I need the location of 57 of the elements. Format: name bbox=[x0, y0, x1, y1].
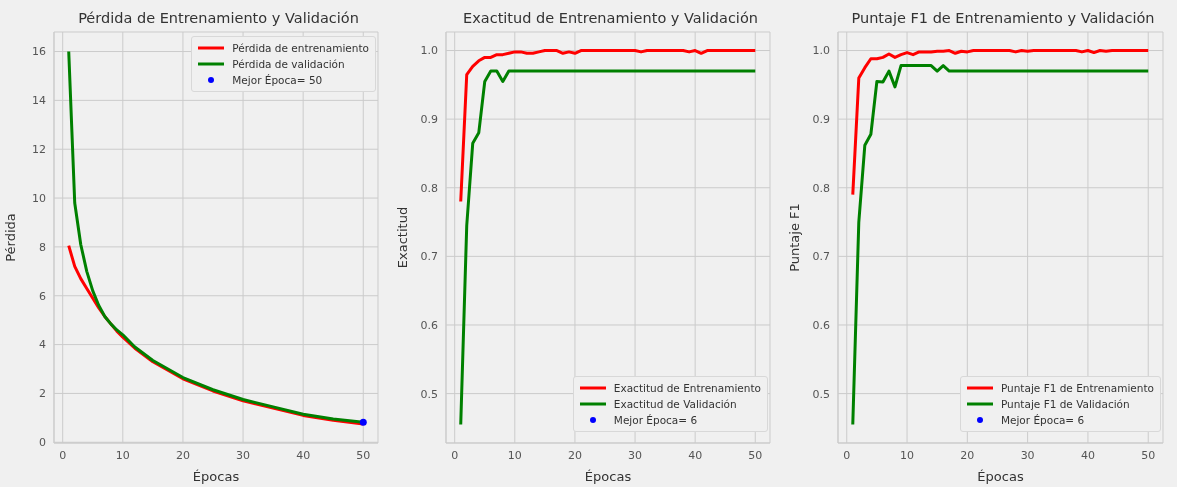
chart-title: Puntaje F1 de Entrenamiento y Validación bbox=[850, 10, 1156, 26]
legend-label: Puntaje F1 de Entrenamiento bbox=[1000, 382, 1154, 394]
x-tick-label: 10 bbox=[900, 448, 915, 462]
legend-label: Pérdida de entrenamiento bbox=[232, 42, 369, 54]
x-tick-label: 50 bbox=[356, 448, 371, 462]
x-tick-label: 0 bbox=[843, 448, 851, 462]
x-tick-label: 20 bbox=[175, 448, 190, 462]
y-tick-label: 0 bbox=[39, 436, 46, 450]
y-tick-label: 0.7 bbox=[420, 250, 438, 264]
y-tick-label: 0.8 bbox=[420, 181, 438, 195]
legend-label: Pérdida de validación bbox=[232, 58, 345, 70]
x-tick-label: 0 bbox=[59, 448, 67, 462]
y-tick-label: 12 bbox=[32, 143, 46, 157]
y-tick-label: 1.0 bbox=[420, 44, 438, 58]
legend-label: Mejor Época= 6 bbox=[613, 414, 698, 426]
x-tick-label: 10 bbox=[115, 448, 130, 462]
x-tick-label: 50 bbox=[1141, 448, 1156, 462]
y-tick-label: 6 bbox=[39, 289, 46, 303]
x-axis-title: Épocas bbox=[977, 469, 1024, 484]
y-tick-label: 1.0 bbox=[812, 44, 830, 58]
x-tick-label: 40 bbox=[688, 448, 703, 462]
y-tick-label: 10 bbox=[32, 191, 46, 205]
y-tick-label: 0.7 bbox=[812, 250, 830, 264]
x-tick-label: 30 bbox=[628, 448, 643, 462]
y-axis-title: Exactitud bbox=[394, 206, 410, 269]
x-tick-label: 10 bbox=[507, 448, 522, 462]
x-tick-label: 50 bbox=[748, 448, 763, 462]
x-axis-title: Épocas bbox=[192, 469, 240, 484]
y-tick-label: 8 bbox=[39, 240, 46, 254]
legend-label: Exactitud de Validación bbox=[613, 398, 737, 410]
y-tick-label: 16 bbox=[32, 45, 46, 59]
y-tick-label: 14 bbox=[32, 94, 46, 108]
chart-title: Pérdida de Entrenamiento y Validación bbox=[77, 10, 360, 26]
legend-label: Exactitud de Entrenamiento bbox=[613, 382, 761, 394]
chart-title: Exactitud de Entrenamiento y Validación bbox=[462, 10, 759, 26]
x-tick-label: 0 bbox=[451, 448, 459, 462]
y-tick-label: 0.9 bbox=[420, 113, 438, 127]
x-axis-title: Épocas bbox=[584, 469, 632, 484]
x-tick-label: 40 bbox=[1080, 448, 1095, 462]
y-tick-label: 0.6 bbox=[812, 318, 830, 332]
y-tick-label: 0.5 bbox=[812, 387, 830, 401]
y-tick-label: 0.9 bbox=[812, 113, 830, 127]
y-tick-label: 0.5 bbox=[420, 387, 438, 401]
x-tick-label: 20 bbox=[567, 448, 582, 462]
legend-label: Mejor Época= 50 bbox=[232, 74, 323, 86]
y-axis-title: Pérdida bbox=[2, 213, 18, 262]
legend-label: Mejor Época= 6 bbox=[1000, 414, 1085, 426]
y-axis-title: Puntaje F1 bbox=[786, 203, 802, 272]
x-tick-label: 30 bbox=[1020, 448, 1035, 462]
x-tick-label: 40 bbox=[296, 448, 311, 462]
x-tick-label: 30 bbox=[236, 448, 251, 462]
y-tick-label: 0.8 bbox=[812, 181, 830, 195]
y-tick-label: 0.6 bbox=[420, 318, 438, 332]
y-tick-label: 2 bbox=[39, 387, 46, 401]
legend-label: Puntaje F1 de Validación bbox=[1000, 398, 1130, 410]
x-tick-label: 20 bbox=[960, 448, 975, 462]
y-tick-label: 4 bbox=[39, 338, 46, 352]
